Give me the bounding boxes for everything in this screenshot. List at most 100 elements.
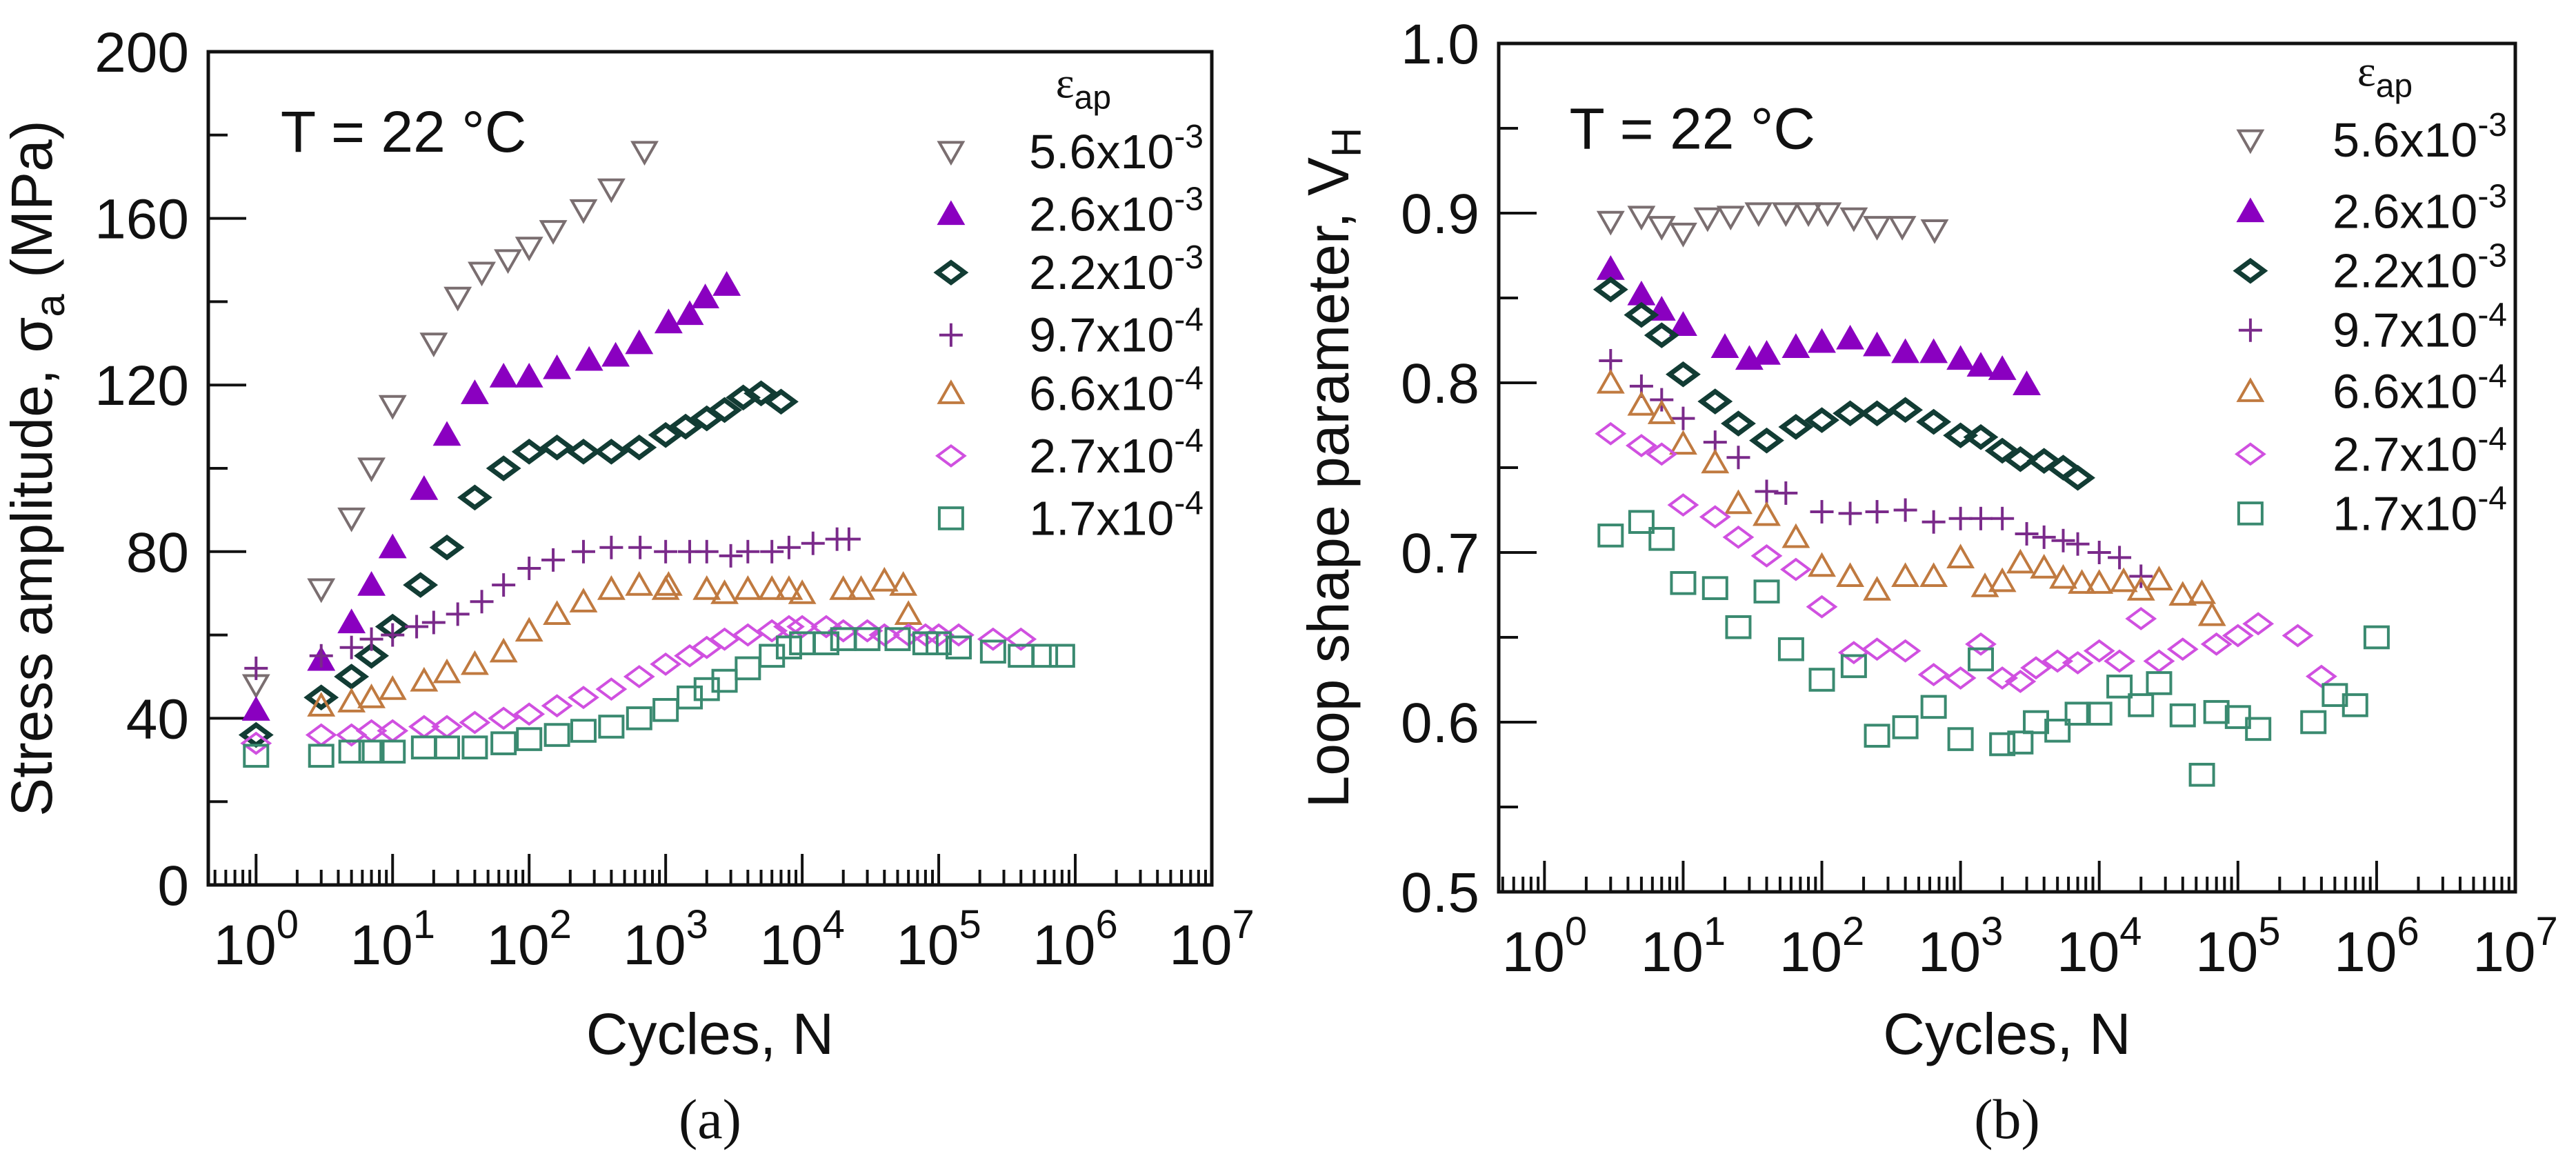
legend-marker xyxy=(933,259,969,286)
data-point xyxy=(379,739,406,764)
data-point xyxy=(2188,579,2217,604)
data-point xyxy=(1988,355,2017,380)
data-point xyxy=(1919,338,1948,363)
data-point xyxy=(2087,541,2111,564)
data-point xyxy=(1813,202,1842,228)
data-point xyxy=(539,220,568,245)
data-point xyxy=(1863,575,1892,601)
data-point xyxy=(1753,339,1781,365)
y-axis-label: Stress amplitude, σa (MPa) xyxy=(0,120,73,817)
data-point xyxy=(2282,624,2314,648)
data-point xyxy=(2049,564,2077,589)
data-point xyxy=(405,615,429,639)
data-point xyxy=(381,623,405,647)
data-point xyxy=(1990,506,2015,530)
data-point xyxy=(837,527,861,551)
data-point xyxy=(2166,637,2199,661)
data-point xyxy=(515,237,543,262)
data-point xyxy=(1596,210,1625,236)
data-point xyxy=(977,627,1009,651)
data-point xyxy=(1863,331,1892,357)
data-point xyxy=(1836,562,1865,588)
data-point xyxy=(2245,717,2272,741)
x-tick-exponent: 1 xyxy=(1704,909,1726,954)
data-point xyxy=(854,627,881,651)
data-point xyxy=(2083,639,2115,663)
data-point xyxy=(357,684,386,708)
data-point xyxy=(378,395,407,420)
legend-label: 5.6x10-3 xyxy=(2333,107,2507,167)
data-point xyxy=(309,644,333,668)
data-point xyxy=(241,696,270,721)
y-tick-label: 80 xyxy=(126,521,189,584)
legend-marker xyxy=(937,141,966,166)
data-point xyxy=(2145,566,2173,590)
data-point xyxy=(541,548,566,572)
data-point xyxy=(777,535,801,559)
data-point xyxy=(1710,333,1739,358)
x-tick-label: 101 xyxy=(350,902,435,977)
data-point xyxy=(357,457,386,483)
data-point xyxy=(801,531,825,555)
data-point xyxy=(489,637,518,663)
data-point xyxy=(1968,647,1995,672)
data-point xyxy=(733,575,762,600)
data-point xyxy=(912,631,939,655)
data-point xyxy=(543,600,572,625)
x-tick-label: 102 xyxy=(486,902,571,977)
data-point xyxy=(1865,499,1889,524)
data-point xyxy=(1753,579,1780,604)
data-point xyxy=(2300,710,2327,735)
data-point xyxy=(757,575,786,600)
x-tick-exponent: 1 xyxy=(413,902,435,947)
data-point xyxy=(516,727,543,751)
x-tick-label: 104 xyxy=(2057,909,2141,984)
data-point xyxy=(1753,501,1781,526)
data-point xyxy=(979,639,1006,664)
y-tick-label: 160 xyxy=(94,188,189,251)
legend-label: 2.6x10-3 xyxy=(2333,179,2507,239)
data-point xyxy=(355,719,388,743)
data-point xyxy=(1919,562,1948,588)
data-point xyxy=(1888,397,1924,423)
temperature-annotation: T = 22 °C xyxy=(1570,97,1816,161)
data-point xyxy=(628,535,652,559)
data-point xyxy=(1774,481,1798,505)
x-tick-exponent: 4 xyxy=(2119,909,2141,954)
x-tick-base: 10 xyxy=(2473,921,2535,984)
legend-marker xyxy=(2236,377,2265,402)
data-point xyxy=(756,619,788,643)
data-point xyxy=(1808,552,1836,577)
legend-marker xyxy=(2233,257,2268,284)
x-tick-base: 10 xyxy=(1918,921,1981,984)
x-tick-label: 103 xyxy=(623,902,708,977)
data-point xyxy=(2020,656,2052,680)
x-tick-base: 10 xyxy=(1032,914,1095,977)
data-point xyxy=(1891,562,1920,588)
data-point xyxy=(690,635,723,659)
data-point xyxy=(569,199,598,224)
data-point xyxy=(434,735,461,759)
data-point xyxy=(1892,715,1919,739)
series-1.7x10e-4 xyxy=(1597,510,2390,787)
series-2.7x10e-4 xyxy=(1595,421,2337,693)
series-2.6x10e-3 xyxy=(1596,255,2041,396)
data-point xyxy=(719,544,743,568)
data-point xyxy=(884,627,911,651)
data-point xyxy=(1596,368,1625,394)
data-point xyxy=(378,675,407,700)
data-point xyxy=(1032,644,1059,668)
legend-marker xyxy=(2237,501,2264,526)
x-tick-base: 10 xyxy=(214,914,277,977)
x-axis-label: Cycles, N xyxy=(586,1001,834,1066)
data-point xyxy=(1626,434,1657,457)
data-point xyxy=(338,739,365,764)
data-point xyxy=(773,615,805,639)
series-6.6x10e-4 xyxy=(307,566,923,717)
data-point xyxy=(431,715,463,739)
data-point xyxy=(1778,414,1814,440)
data-point xyxy=(1837,641,1870,665)
data-point xyxy=(568,686,599,710)
data-point xyxy=(240,731,272,755)
